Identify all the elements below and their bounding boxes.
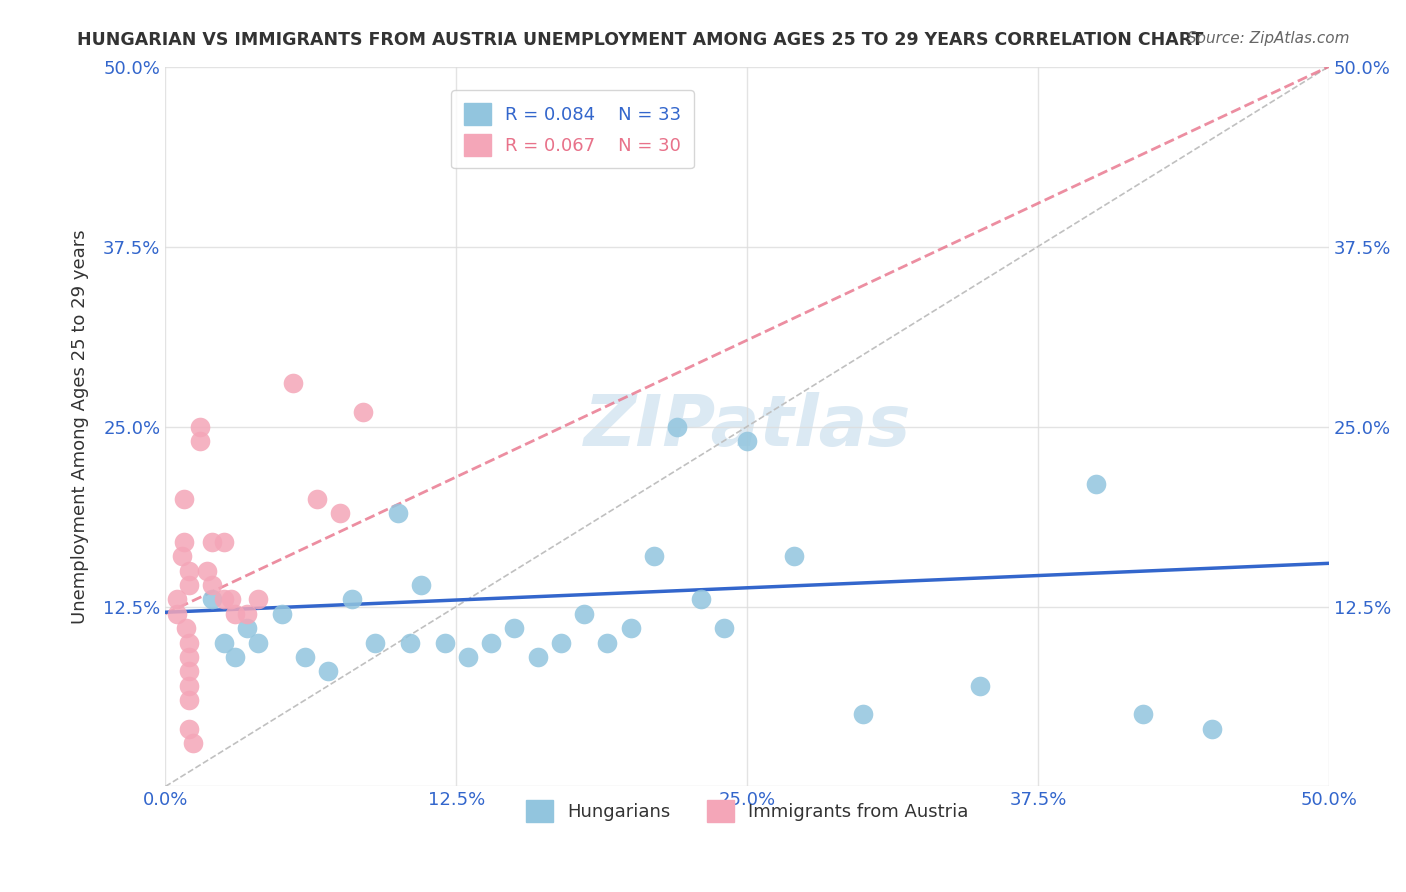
- Point: [166, 607, 188, 621]
- Point: [503, 621, 526, 635]
- Point: [212, 592, 235, 607]
- Point: [666, 419, 689, 434]
- Text: Source: ZipAtlas.com: Source: ZipAtlas.com: [1187, 31, 1350, 46]
- Point: [572, 607, 595, 621]
- Point: [219, 592, 242, 607]
- Point: [177, 665, 200, 679]
- Point: [526, 649, 548, 664]
- Point: [224, 649, 246, 664]
- Point: [713, 621, 735, 635]
- Point: [1201, 722, 1223, 736]
- Point: [329, 506, 352, 520]
- Point: [247, 592, 270, 607]
- Point: [166, 592, 188, 607]
- Point: [479, 635, 502, 649]
- Point: [387, 506, 409, 520]
- Point: [201, 578, 224, 592]
- Point: [782, 549, 804, 563]
- Point: [236, 621, 259, 635]
- Point: [596, 635, 619, 649]
- Point: [457, 649, 479, 664]
- Point: [177, 722, 200, 736]
- Point: [173, 491, 195, 506]
- Point: [305, 491, 328, 506]
- Point: [316, 665, 339, 679]
- Point: [212, 534, 235, 549]
- Point: [177, 649, 200, 664]
- Point: [433, 635, 456, 649]
- Point: [852, 707, 875, 722]
- Point: [177, 564, 200, 578]
- Point: [177, 693, 200, 707]
- Point: [176, 621, 198, 635]
- Text: HUNGARIAN VS IMMIGRANTS FROM AUSTRIA UNEMPLOYMENT AMONG AGES 25 TO 29 YEARS CORR: HUNGARIAN VS IMMIGRANTS FROM AUSTRIA UNE…: [77, 31, 1204, 49]
- Point: [340, 592, 363, 607]
- Point: [270, 607, 292, 621]
- Point: [294, 649, 316, 664]
- Point: [212, 635, 235, 649]
- Point: [195, 564, 218, 578]
- Point: [689, 592, 711, 607]
- Point: [352, 405, 374, 419]
- Legend: Hungarians, Immigrants from Austria: Hungarians, Immigrants from Austria: [513, 788, 981, 835]
- Point: [224, 607, 246, 621]
- Point: [201, 592, 224, 607]
- Point: [236, 607, 259, 621]
- Point: [170, 549, 193, 563]
- Point: [177, 679, 200, 693]
- Point: [411, 578, 433, 592]
- Point: [364, 635, 387, 649]
- Point: [188, 419, 211, 434]
- Point: [247, 635, 270, 649]
- Text: ZIPatlas: ZIPatlas: [583, 392, 911, 461]
- Point: [735, 434, 758, 448]
- Point: [283, 376, 305, 391]
- Point: [550, 635, 572, 649]
- Point: [1085, 477, 1108, 491]
- Point: [201, 534, 224, 549]
- Point: [969, 679, 991, 693]
- Point: [1132, 707, 1154, 722]
- Point: [643, 549, 665, 563]
- Point: [177, 578, 200, 592]
- Point: [398, 635, 420, 649]
- Y-axis label: Unemployment Among Ages 25 to 29 years: Unemployment Among Ages 25 to 29 years: [72, 229, 89, 624]
- Point: [620, 621, 643, 635]
- Point: [173, 534, 195, 549]
- Point: [188, 434, 211, 448]
- Point: [181, 736, 204, 750]
- Point: [177, 635, 200, 649]
